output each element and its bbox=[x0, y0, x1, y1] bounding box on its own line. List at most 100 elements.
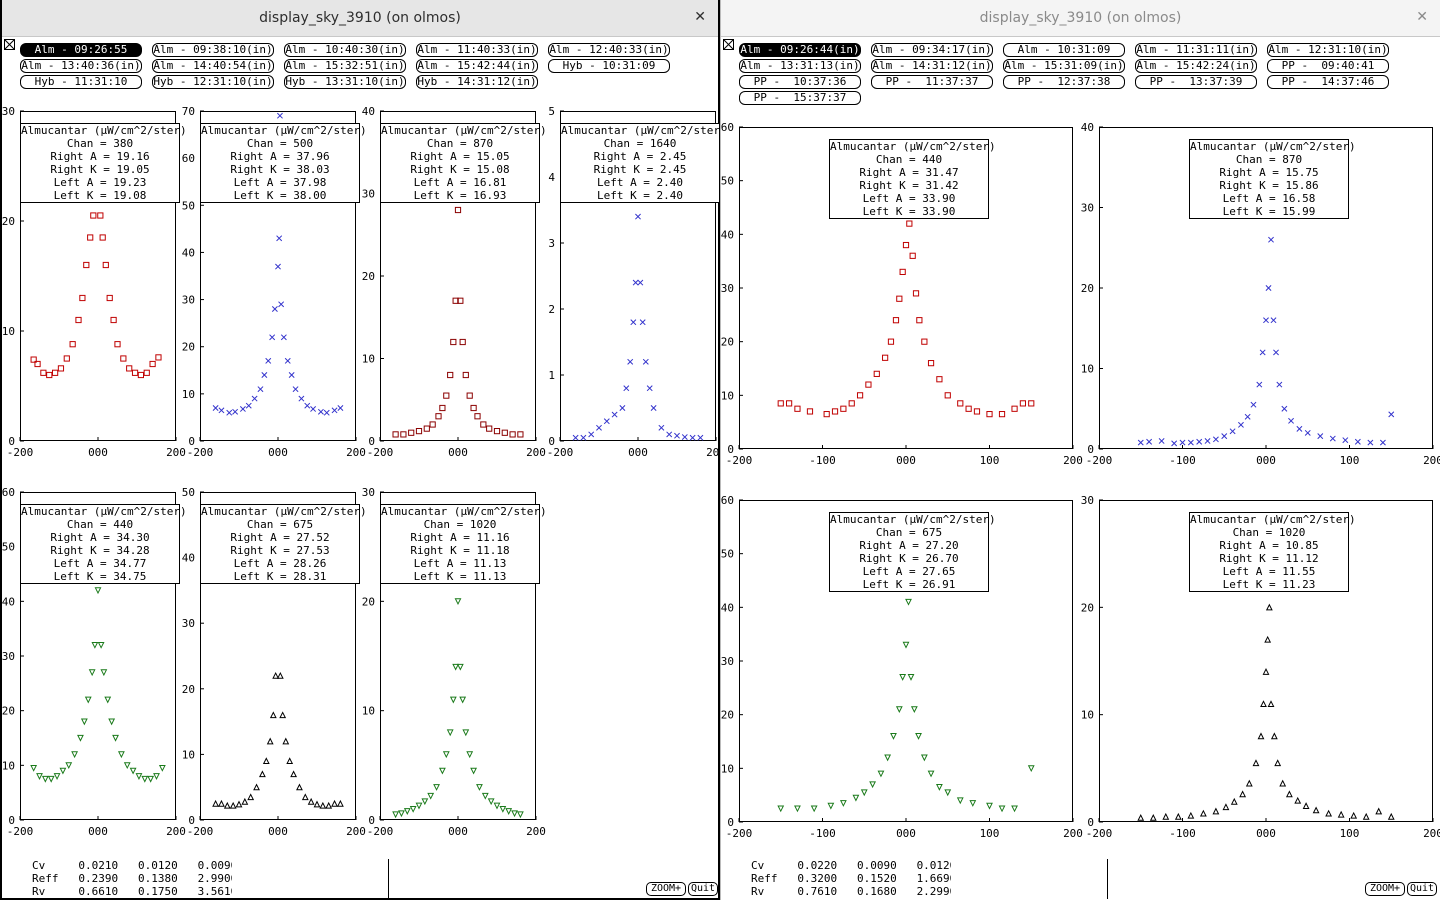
data-point bbox=[1196, 438, 1203, 445]
data-point bbox=[619, 405, 626, 411]
scan-select-button[interactable]: PP - 14:37:46 bbox=[1267, 75, 1389, 89]
data-point bbox=[123, 762, 131, 770]
zoom-in-button[interactable]: ZOOM+ bbox=[646, 882, 686, 896]
y-tick-label: 20 bbox=[2, 215, 15, 228]
window-title: display_sky_3910 (on olmos) bbox=[259, 10, 461, 26]
scan-select-button[interactable]: Alm - 13:40:36(in) bbox=[20, 59, 142, 73]
data-point bbox=[480, 421, 487, 428]
y-tick-label: 60 bbox=[721, 494, 734, 507]
legend-line: Chan = 675 bbox=[875, 526, 943, 539]
data-point bbox=[280, 334, 287, 341]
scan-select-button[interactable]: Hyb - 12:31:10(in) bbox=[152, 75, 274, 89]
scan-select-button[interactable]: Alm - 15:42:44(in) bbox=[416, 59, 538, 73]
plot-svg: 0 10 20 30 40 50 60 -200 -100 000 100 200 bbox=[721, 121, 1083, 467]
data-point bbox=[1350, 811, 1358, 819]
scan-select-button[interactable]: PP - 09:40:41 bbox=[1267, 59, 1389, 73]
scan-select-button[interactable]: Alm - 13:31:13(in) bbox=[739, 59, 861, 73]
window-titlebar[interactable]: display_sky_3910 (on olmos) ✕ bbox=[721, 0, 1440, 37]
scan-select-button[interactable]: Alm - 12:40:33(in) bbox=[548, 43, 670, 57]
data-point bbox=[986, 802, 993, 810]
legend-line: Chan = 380 bbox=[66, 137, 134, 150]
scan-select-button[interactable]: Alm - 09:38:10(in) bbox=[152, 43, 274, 57]
data-point bbox=[282, 737, 290, 745]
close-box-icon[interactable] bbox=[4, 39, 15, 50]
legend-line: Right A = 19.16 bbox=[50, 150, 150, 163]
scan-select-button[interactable]: Alm - 14:40:54(in) bbox=[152, 59, 274, 73]
y-tick-label: 20 bbox=[182, 341, 195, 354]
scan-select-button[interactable]: Hyb - 14:31:12(in) bbox=[416, 75, 538, 89]
scan-select-button[interactable]: Alm - 11:31:11(in) bbox=[1135, 43, 1257, 57]
data-point bbox=[40, 369, 47, 376]
panel-divider bbox=[1107, 859, 1108, 899]
scan-select-button[interactable]: Alm - 15:42:24(in) bbox=[1135, 59, 1257, 73]
x-tick-label: 200 bbox=[526, 446, 546, 459]
scan-select-button[interactable]: Alm - 15:31:09(in) bbox=[1003, 59, 1125, 73]
data-point bbox=[276, 235, 283, 242]
scan-select-button[interactable]: PP - 13:37:39 bbox=[1135, 75, 1257, 89]
scan-select-button[interactable]: Hyb - 11:31:10 bbox=[20, 75, 142, 89]
retrieval-stats-panel[interactable]: Cv 0.0220 0.0090 0.0120 Reff 0.3200 0.152… bbox=[751, 859, 951, 899]
data-point bbox=[998, 411, 1006, 418]
data-point bbox=[433, 784, 440, 791]
data-point bbox=[141, 775, 149, 783]
plot-svg: 0 10 20 30 40 50 60 -200 000 200 bbox=[2, 486, 186, 838]
data-point bbox=[232, 408, 239, 415]
data-point bbox=[1276, 381, 1283, 388]
close-icon[interactable]: ✕ bbox=[1416, 9, 1428, 25]
data-point bbox=[84, 696, 92, 704]
data-point bbox=[895, 706, 903, 714]
scan-select-button[interactable]: Alm - 09:26:55 bbox=[20, 43, 142, 57]
data-point bbox=[100, 669, 108, 677]
data-point bbox=[466, 392, 473, 399]
window-titlebar[interactable]: display_sky_3910 (on olmos) ✕ bbox=[2, 0, 718, 37]
quit-button[interactable]: Quit bbox=[1407, 882, 1437, 896]
scan-select-button[interactable]: Alm - 09:26:44(in) bbox=[739, 43, 861, 57]
data-point bbox=[439, 404, 446, 412]
legend-line: Left K = 28.31 bbox=[233, 570, 327, 583]
data-point bbox=[646, 385, 653, 392]
data-point bbox=[106, 294, 113, 302]
scan-select-button[interactable]: PP - 15:37:37 bbox=[739, 91, 861, 105]
stats-row: Reff 0.2390 0.1380 2.9900 bbox=[32, 872, 232, 885]
scan-select-button[interactable]: Alm - 09:34:17(in) bbox=[871, 43, 993, 57]
data-point bbox=[1354, 438, 1361, 445]
scan-select-button[interactable]: Alm - 10:31:09 bbox=[1003, 43, 1125, 57]
data-point bbox=[447, 371, 454, 379]
scan-select-button[interactable]: Alm - 15:32:51(in) bbox=[284, 59, 406, 73]
scan-select-button[interactable]: Alm - 12:31:10(in) bbox=[1267, 43, 1389, 57]
scan-select-button[interactable]: Hyb - 13:31:10(in) bbox=[284, 75, 406, 89]
scan-select-button[interactable]: PP - 12:37:38 bbox=[1003, 75, 1125, 89]
data-point bbox=[839, 800, 847, 807]
scan-select-button[interactable]: Alm - 10:40:30(in) bbox=[284, 43, 406, 57]
data-point bbox=[1137, 439, 1144, 446]
data-point bbox=[1244, 413, 1251, 420]
legend-line: Right K = 11.18 bbox=[410, 544, 510, 557]
scan-select-button[interactable]: PP - 10:37:36 bbox=[739, 75, 861, 89]
data-point bbox=[446, 729, 454, 737]
data-point bbox=[149, 360, 156, 368]
quit-button[interactable]: Quit bbox=[688, 882, 718, 896]
scan-select-button[interactable]: Hyb - 10:31:09 bbox=[548, 59, 670, 73]
data-point bbox=[470, 767, 478, 775]
data-point bbox=[848, 400, 855, 407]
almucantar-plot-panel: 0 10 20 30 -200 -100 000 100 200 Almucantar (µW/c… bbox=[1081, 494, 1440, 840]
data-point bbox=[856, 392, 864, 399]
zoom-in-button[interactable]: ZOOM+ bbox=[1365, 882, 1405, 896]
data-point bbox=[511, 810, 518, 818]
scan-select-button[interactable]: Alm - 14:31:12(in) bbox=[871, 59, 993, 73]
retrieval-stats-panel[interactable]: Cv 0.0210 0.0120 0.0090 Reff 0.2390 0.138… bbox=[32, 859, 232, 899]
legend-line: Chan = 440 bbox=[66, 518, 134, 531]
scan-select-button[interactable]: PP - 11:37:37 bbox=[871, 75, 993, 89]
y-tick-label: 0 bbox=[727, 816, 734, 829]
close-box-icon[interactable] bbox=[723, 39, 734, 50]
y-tick-label: 10 bbox=[182, 388, 195, 401]
y-tick-label: 30 bbox=[362, 188, 375, 201]
data-point bbox=[218, 407, 225, 414]
y-tick-label: 5 bbox=[548, 105, 555, 118]
x-tick-label: -100 bbox=[1169, 827, 1196, 840]
close-icon[interactable]: ✕ bbox=[694, 9, 706, 25]
data-point bbox=[63, 355, 70, 362]
data-point bbox=[912, 290, 920, 297]
scan-select-button[interactable]: Alm - 11:40:33(in) bbox=[416, 43, 538, 57]
x-tick-label: -200 bbox=[1086, 827, 1113, 840]
